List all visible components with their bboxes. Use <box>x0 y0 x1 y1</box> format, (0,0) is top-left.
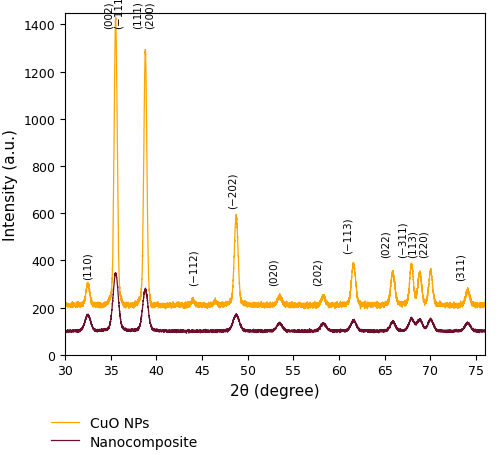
Text: (−202): (−202) <box>228 172 237 209</box>
Nanocomposite <box>62 329 68 334</box>
CuO NPs <box>329 303 335 308</box>
Nanocomposite <box>374 329 380 334</box>
Text: (311): (311) <box>456 253 466 281</box>
Nanocomposite <box>396 327 402 332</box>
Text: (202): (202) <box>313 258 323 285</box>
Nanocomposite <box>310 328 316 334</box>
Text: (−112): (−112) <box>188 249 198 285</box>
CuO NPs <box>62 303 68 308</box>
Line: CuO NPs: CuO NPs <box>65 19 485 309</box>
Text: (113): (113) <box>408 229 418 257</box>
CuO NPs <box>214 300 220 305</box>
Nanocomposite <box>329 329 335 334</box>
CuO NPs <box>374 303 380 308</box>
Nanocomposite <box>184 331 190 336</box>
X-axis label: 2θ (degree): 2θ (degree) <box>230 383 320 398</box>
Text: (020): (020) <box>269 258 279 285</box>
Text: (022): (022) <box>381 229 391 257</box>
Y-axis label: Intensity (a.u.): Intensity (a.u.) <box>3 128 18 240</box>
CuO NPs <box>396 302 402 308</box>
Nanocomposite <box>83 315 89 321</box>
CuO NPs <box>83 288 89 293</box>
Text: (−111): (−111) <box>114 0 124 29</box>
Text: (111): (111) <box>132 1 142 29</box>
Text: (−311): (−311) <box>398 221 407 257</box>
CuO NPs <box>112 16 118 22</box>
CuO NPs <box>358 307 364 312</box>
CuO NPs <box>482 303 488 308</box>
Nanocomposite <box>482 329 488 334</box>
Text: (−113): (−113) <box>342 217 352 254</box>
Text: (002): (002) <box>104 1 114 29</box>
Legend: CuO NPs, Nanocomposite: CuO NPs, Nanocomposite <box>51 416 198 449</box>
Nanocomposite <box>214 328 220 333</box>
CuO NPs <box>310 303 316 308</box>
Line: Nanocomposite: Nanocomposite <box>65 273 485 334</box>
Nanocomposite <box>112 270 118 276</box>
Text: (220): (220) <box>419 229 429 257</box>
Text: (110): (110) <box>83 252 93 279</box>
Text: (200): (200) <box>144 1 154 29</box>
